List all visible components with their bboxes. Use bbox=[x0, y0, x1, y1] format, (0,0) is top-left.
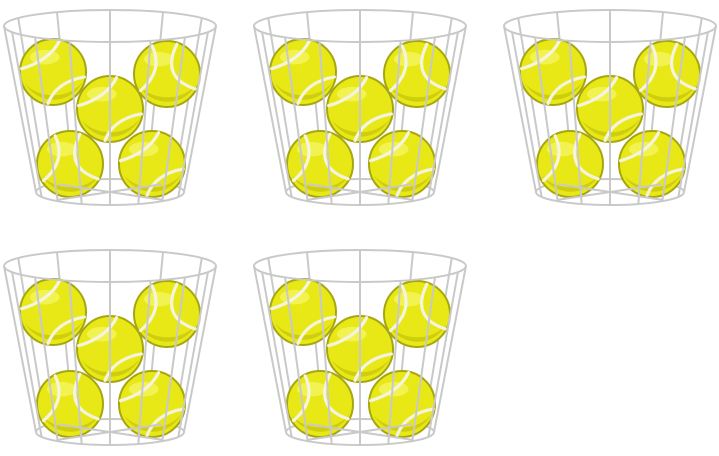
tennis-ball bbox=[36, 130, 104, 198]
tennis-ball bbox=[19, 38, 87, 106]
basket-front bbox=[253, 25, 467, 206]
tennis-ball-basket bbox=[252, 4, 468, 216]
tennis-ball bbox=[286, 370, 354, 438]
tennis-ball-basket bbox=[2, 244, 218, 456]
tennis-ball-basket bbox=[2, 4, 218, 216]
tennis-ball bbox=[133, 280, 201, 348]
tennis-ball bbox=[383, 40, 451, 108]
tennis-ball bbox=[118, 370, 186, 438]
basket-front bbox=[253, 265, 467, 446]
tennis-ball bbox=[536, 130, 604, 198]
tennis-ball bbox=[36, 370, 104, 438]
balls bbox=[19, 278, 201, 438]
tennis-ball bbox=[618, 130, 686, 198]
tennis-ball bbox=[118, 130, 186, 198]
basket-front bbox=[503, 25, 717, 206]
basket-front bbox=[3, 25, 217, 206]
tennis-ball bbox=[286, 130, 354, 198]
tennis-ball bbox=[633, 40, 701, 108]
tennis-ball bbox=[19, 278, 87, 346]
tennis-ball bbox=[519, 38, 587, 106]
tennis-ball bbox=[269, 278, 337, 346]
tennis-ball-basket bbox=[502, 4, 718, 216]
tennis-ball bbox=[133, 40, 201, 108]
tennis-ball bbox=[383, 280, 451, 348]
tennis-ball bbox=[368, 370, 436, 438]
tennis-ball-basket bbox=[252, 244, 468, 456]
basket-front bbox=[3, 265, 217, 446]
tennis-ball bbox=[269, 38, 337, 106]
tennis-ball bbox=[368, 130, 436, 198]
